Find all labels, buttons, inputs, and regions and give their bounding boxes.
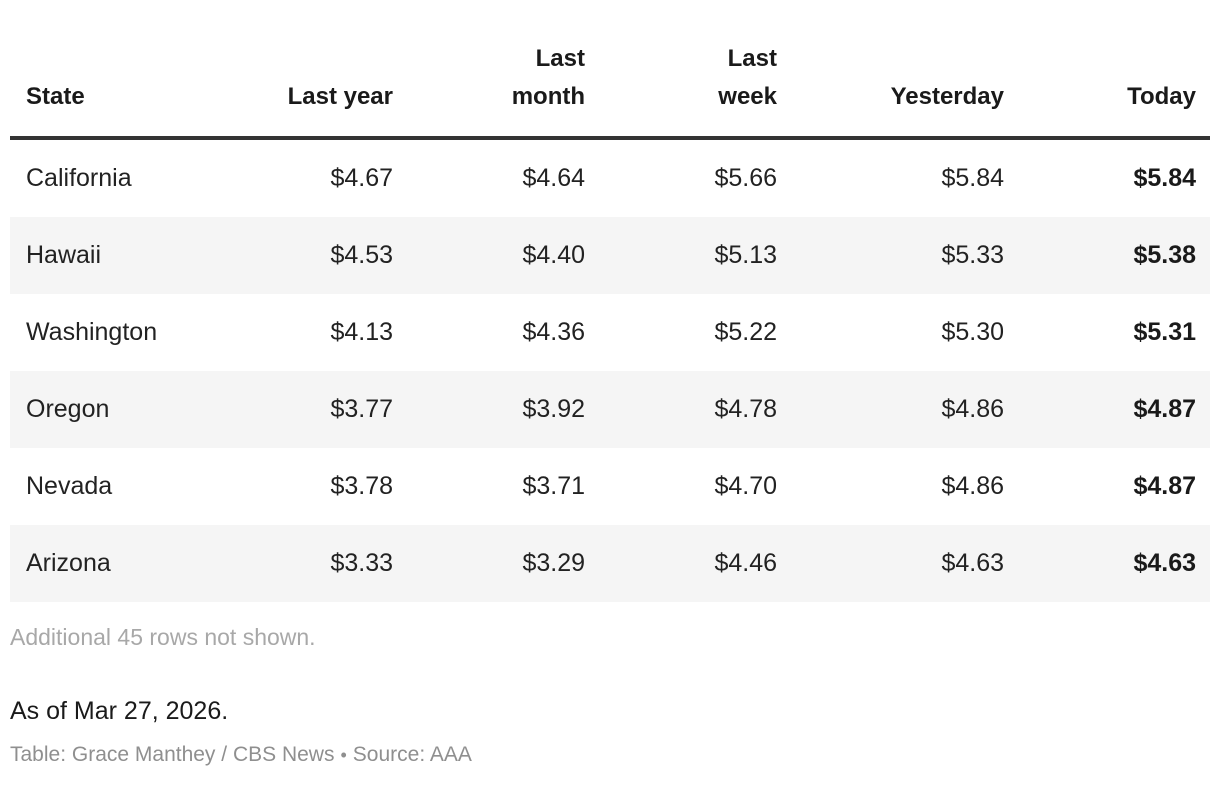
cell-today: $5.31 bbox=[1133, 318, 1196, 346]
cell-last-month: $4.36 bbox=[522, 318, 585, 346]
cell-last-week: $4.46 bbox=[714, 549, 777, 577]
cell-last-week: $4.70 bbox=[714, 472, 777, 500]
table-row: California $4.67 $4.64 $5.66 $5.84 $5.84 bbox=[10, 138, 1210, 217]
cell-today: $4.87 bbox=[1133, 472, 1196, 500]
cell-yesterday: $4.86 bbox=[941, 395, 1004, 423]
credit-text: Table: Grace Manthey / CBS News bbox=[10, 743, 335, 766]
column-header-last-month: Last month bbox=[407, 40, 599, 140]
cell-state: Arizona bbox=[26, 549, 111, 577]
cell-last-week: $5.66 bbox=[714, 164, 777, 192]
cell-last-year: $3.77 bbox=[330, 395, 393, 423]
cell-last-month: $3.92 bbox=[522, 395, 585, 423]
cell-today: $5.84 bbox=[1133, 164, 1196, 192]
price-table: State Last year Last month Last week Yes… bbox=[10, 40, 1210, 602]
column-header-last-year: Last year bbox=[215, 40, 407, 140]
cell-last-month: $3.71 bbox=[522, 472, 585, 500]
cell-last-week: $5.13 bbox=[714, 241, 777, 269]
cell-today: $5.38 bbox=[1133, 241, 1196, 269]
cell-last-year: $4.67 bbox=[330, 164, 393, 192]
cell-state: Washington bbox=[26, 318, 158, 346]
column-header-today: Today bbox=[1018, 40, 1210, 140]
credit-separator: • bbox=[340, 745, 347, 765]
as-of-date: As of Mar 27, 2026. bbox=[10, 697, 229, 725]
cell-today: $4.63 bbox=[1133, 549, 1196, 577]
cell-last-week: $5.22 bbox=[714, 318, 777, 346]
cell-last-year: $4.53 bbox=[330, 241, 393, 269]
cell-last-month: $4.40 bbox=[522, 241, 585, 269]
cell-state: California bbox=[26, 164, 132, 192]
column-header-last-week: Last week bbox=[599, 40, 791, 140]
cell-state: Oregon bbox=[26, 395, 110, 423]
cell-yesterday: $5.30 bbox=[941, 318, 1004, 346]
table-area: State Last year Last month Last week Yes… bbox=[10, 40, 1210, 602]
cell-last-month: $4.64 bbox=[522, 164, 585, 192]
cell-state: Nevada bbox=[26, 472, 113, 500]
table-credit-line: Table: Grace Manthey / CBS News • Source: … bbox=[10, 743, 1220, 767]
cell-last-month: $3.29 bbox=[522, 549, 585, 577]
cell-last-year: $4.13 bbox=[330, 318, 393, 346]
header-row: State Last year Last month Last week Yes… bbox=[10, 40, 1210, 140]
column-header-yesterday: Yesterday bbox=[791, 40, 1018, 140]
cell-last-week: $4.78 bbox=[714, 395, 777, 423]
table-row: Arizona $3.33 $3.29 $4.46 $4.63 $4.63 bbox=[10, 525, 1210, 602]
table-row: Nevada $3.78 $3.71 $4.70 $4.86 $4.87 bbox=[10, 448, 1210, 525]
cell-yesterday: $5.33 bbox=[941, 241, 1004, 269]
cell-yesterday: $4.63 bbox=[941, 549, 1004, 577]
table-row: Oregon $3.77 $3.92 $4.78 $4.86 $4.87 bbox=[10, 371, 1210, 448]
rows-not-shown-note: Additional 45 rows not shown. bbox=[10, 624, 316, 650]
source-text: Source: AAA bbox=[352, 743, 472, 766]
column-header-state: State bbox=[10, 40, 215, 140]
cell-state: Hawaii bbox=[26, 241, 102, 269]
table-row: Washington $4.13 $4.36 $5.22 $5.30 $5.31 bbox=[10, 294, 1210, 371]
cell-yesterday: $4.86 bbox=[941, 472, 1004, 500]
cell-last-year: $3.78 bbox=[330, 472, 393, 500]
cell-today: $4.87 bbox=[1133, 395, 1196, 423]
cell-yesterday: $5.84 bbox=[941, 164, 1004, 192]
cell-last-year: $3.33 bbox=[330, 549, 393, 577]
table-row: Hawaii $4.53 $4.40 $5.13 $5.33 $5.38 bbox=[10, 217, 1210, 294]
